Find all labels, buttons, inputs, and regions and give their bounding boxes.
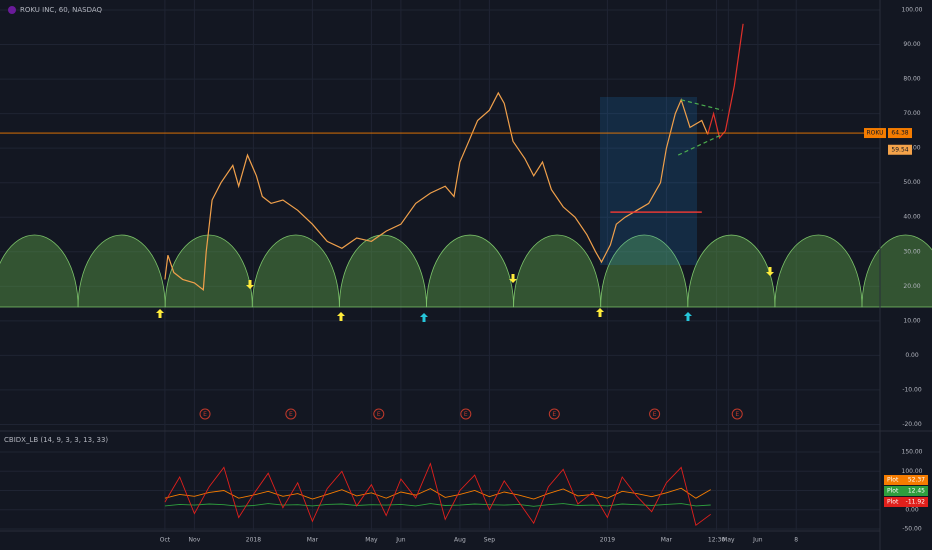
indicator-title: CBIDX_LB (14, 9, 3, 3, 13, 33) bbox=[4, 436, 108, 444]
price-tag bbox=[888, 128, 912, 139]
symbol-icon bbox=[8, 6, 16, 14]
plot-tag-name: Plot bbox=[887, 499, 899, 506]
y-tick-label: 30.00 bbox=[903, 248, 920, 255]
plot bbox=[0, 23, 880, 526]
plot-tag bbox=[884, 486, 928, 496]
y-tick-label: 50.00 bbox=[903, 179, 920, 186]
earnings-marker bbox=[731, 408, 743, 420]
arrow-up bbox=[337, 312, 345, 321]
x-tick-label: Nov bbox=[189, 537, 201, 544]
x-tick-label: May bbox=[365, 537, 378, 544]
plot-tag bbox=[884, 475, 928, 485]
cycle-arc bbox=[426, 234, 515, 308]
price-tag bbox=[888, 144, 912, 155]
x-tick-label: 8 bbox=[794, 537, 798, 544]
earnings-label: E bbox=[464, 411, 468, 418]
cycle-arc bbox=[251, 234, 340, 308]
earnings-marker bbox=[373, 408, 385, 420]
earnings-label: E bbox=[203, 411, 207, 418]
y-tick-label: -10.00 bbox=[902, 386, 922, 393]
arrow-down bbox=[246, 280, 254, 289]
arrow-down bbox=[509, 274, 517, 283]
y-tick-label: -20.00 bbox=[902, 421, 922, 428]
x-tick-label: 2018 bbox=[246, 537, 261, 544]
price-tag-value: 59.54 bbox=[891, 146, 908, 153]
series-line bbox=[164, 462, 711, 526]
earnings-marker bbox=[285, 408, 297, 420]
y-tick-label: 20.00 bbox=[903, 283, 920, 290]
plot-tag-value: 12.45 bbox=[908, 488, 925, 495]
symbol-tag bbox=[864, 128, 886, 139]
earnings-label: E bbox=[289, 411, 293, 418]
y-tick-label: 10.00 bbox=[903, 317, 920, 324]
arrow-down bbox=[766, 267, 774, 276]
cycle-arc bbox=[0, 234, 79, 308]
earnings-marker bbox=[649, 408, 661, 420]
grid bbox=[0, 0, 880, 530]
x-tick-label: Jun bbox=[752, 537, 763, 544]
price-tag-value: 64.38 bbox=[891, 130, 908, 137]
arrow-up bbox=[156, 309, 164, 318]
x-tick-label: Oct bbox=[160, 537, 171, 544]
y-tick-label: 80.00 bbox=[903, 76, 920, 83]
x-tick-label: May bbox=[722, 537, 735, 544]
cycle-arc bbox=[774, 234, 863, 308]
plot-tag-name: Plot bbox=[887, 477, 899, 484]
y-tick-label: 70.00 bbox=[903, 110, 920, 117]
plot-tag-value: -11.92 bbox=[906, 499, 926, 506]
y-tick-label: 60.00 bbox=[903, 145, 920, 152]
cycle-arc bbox=[77, 234, 166, 308]
y-tick-label: 0.00 bbox=[905, 506, 919, 513]
trend-line bbox=[681, 99, 723, 111]
earnings-label: E bbox=[735, 411, 739, 418]
x-tick-label: Mar bbox=[307, 537, 319, 544]
cycle-arc bbox=[513, 234, 602, 308]
earnings-marker bbox=[548, 408, 560, 420]
plot-tag-name: Plot bbox=[887, 488, 899, 495]
symbol-tag-name: ROKU bbox=[866, 130, 883, 137]
earnings-label: E bbox=[653, 411, 657, 418]
arrow-up bbox=[684, 312, 692, 321]
x-tick-label: Jun bbox=[395, 537, 406, 544]
y-tick-label: 150.00 bbox=[902, 449, 923, 456]
x-tick-label: 2019 bbox=[600, 537, 615, 544]
x-tick-label: 12:30 bbox=[708, 537, 725, 544]
y-tick-label: 90.00 bbox=[903, 41, 920, 48]
trend-line bbox=[677, 133, 723, 156]
arrow-up bbox=[420, 313, 428, 322]
y-tick-label: 100.00 bbox=[902, 468, 923, 475]
plot-tag-value: 52.37 bbox=[908, 477, 925, 484]
plot-tag bbox=[884, 497, 928, 507]
cycle-arc bbox=[600, 234, 689, 308]
cycle-arcs bbox=[0, 234, 932, 308]
y-tick-label: 100.00 bbox=[902, 7, 923, 14]
cycle-arc bbox=[338, 234, 427, 308]
series-line bbox=[164, 91, 709, 291]
y-tick-label: 0.00 bbox=[905, 352, 919, 359]
earnings-label: E bbox=[552, 411, 556, 418]
y-tick-label: -50.00 bbox=[902, 525, 922, 532]
chart-title: ROKU INC, 60, NASDAQ bbox=[20, 6, 103, 14]
earnings-marker bbox=[199, 408, 211, 420]
series-line bbox=[707, 23, 744, 140]
cycle-arc bbox=[687, 234, 776, 308]
x-tick-label: Aug bbox=[454, 537, 466, 544]
earnings-marker bbox=[460, 408, 472, 420]
arrow-up bbox=[596, 308, 604, 317]
range-box bbox=[600, 97, 697, 265]
y-tick-label: 40.00 bbox=[903, 214, 920, 221]
x-tick-label: Sep bbox=[484, 537, 496, 544]
x-tick-label: Mar bbox=[661, 537, 673, 544]
earnings-label: E bbox=[377, 411, 381, 418]
series-line bbox=[164, 503, 711, 507]
